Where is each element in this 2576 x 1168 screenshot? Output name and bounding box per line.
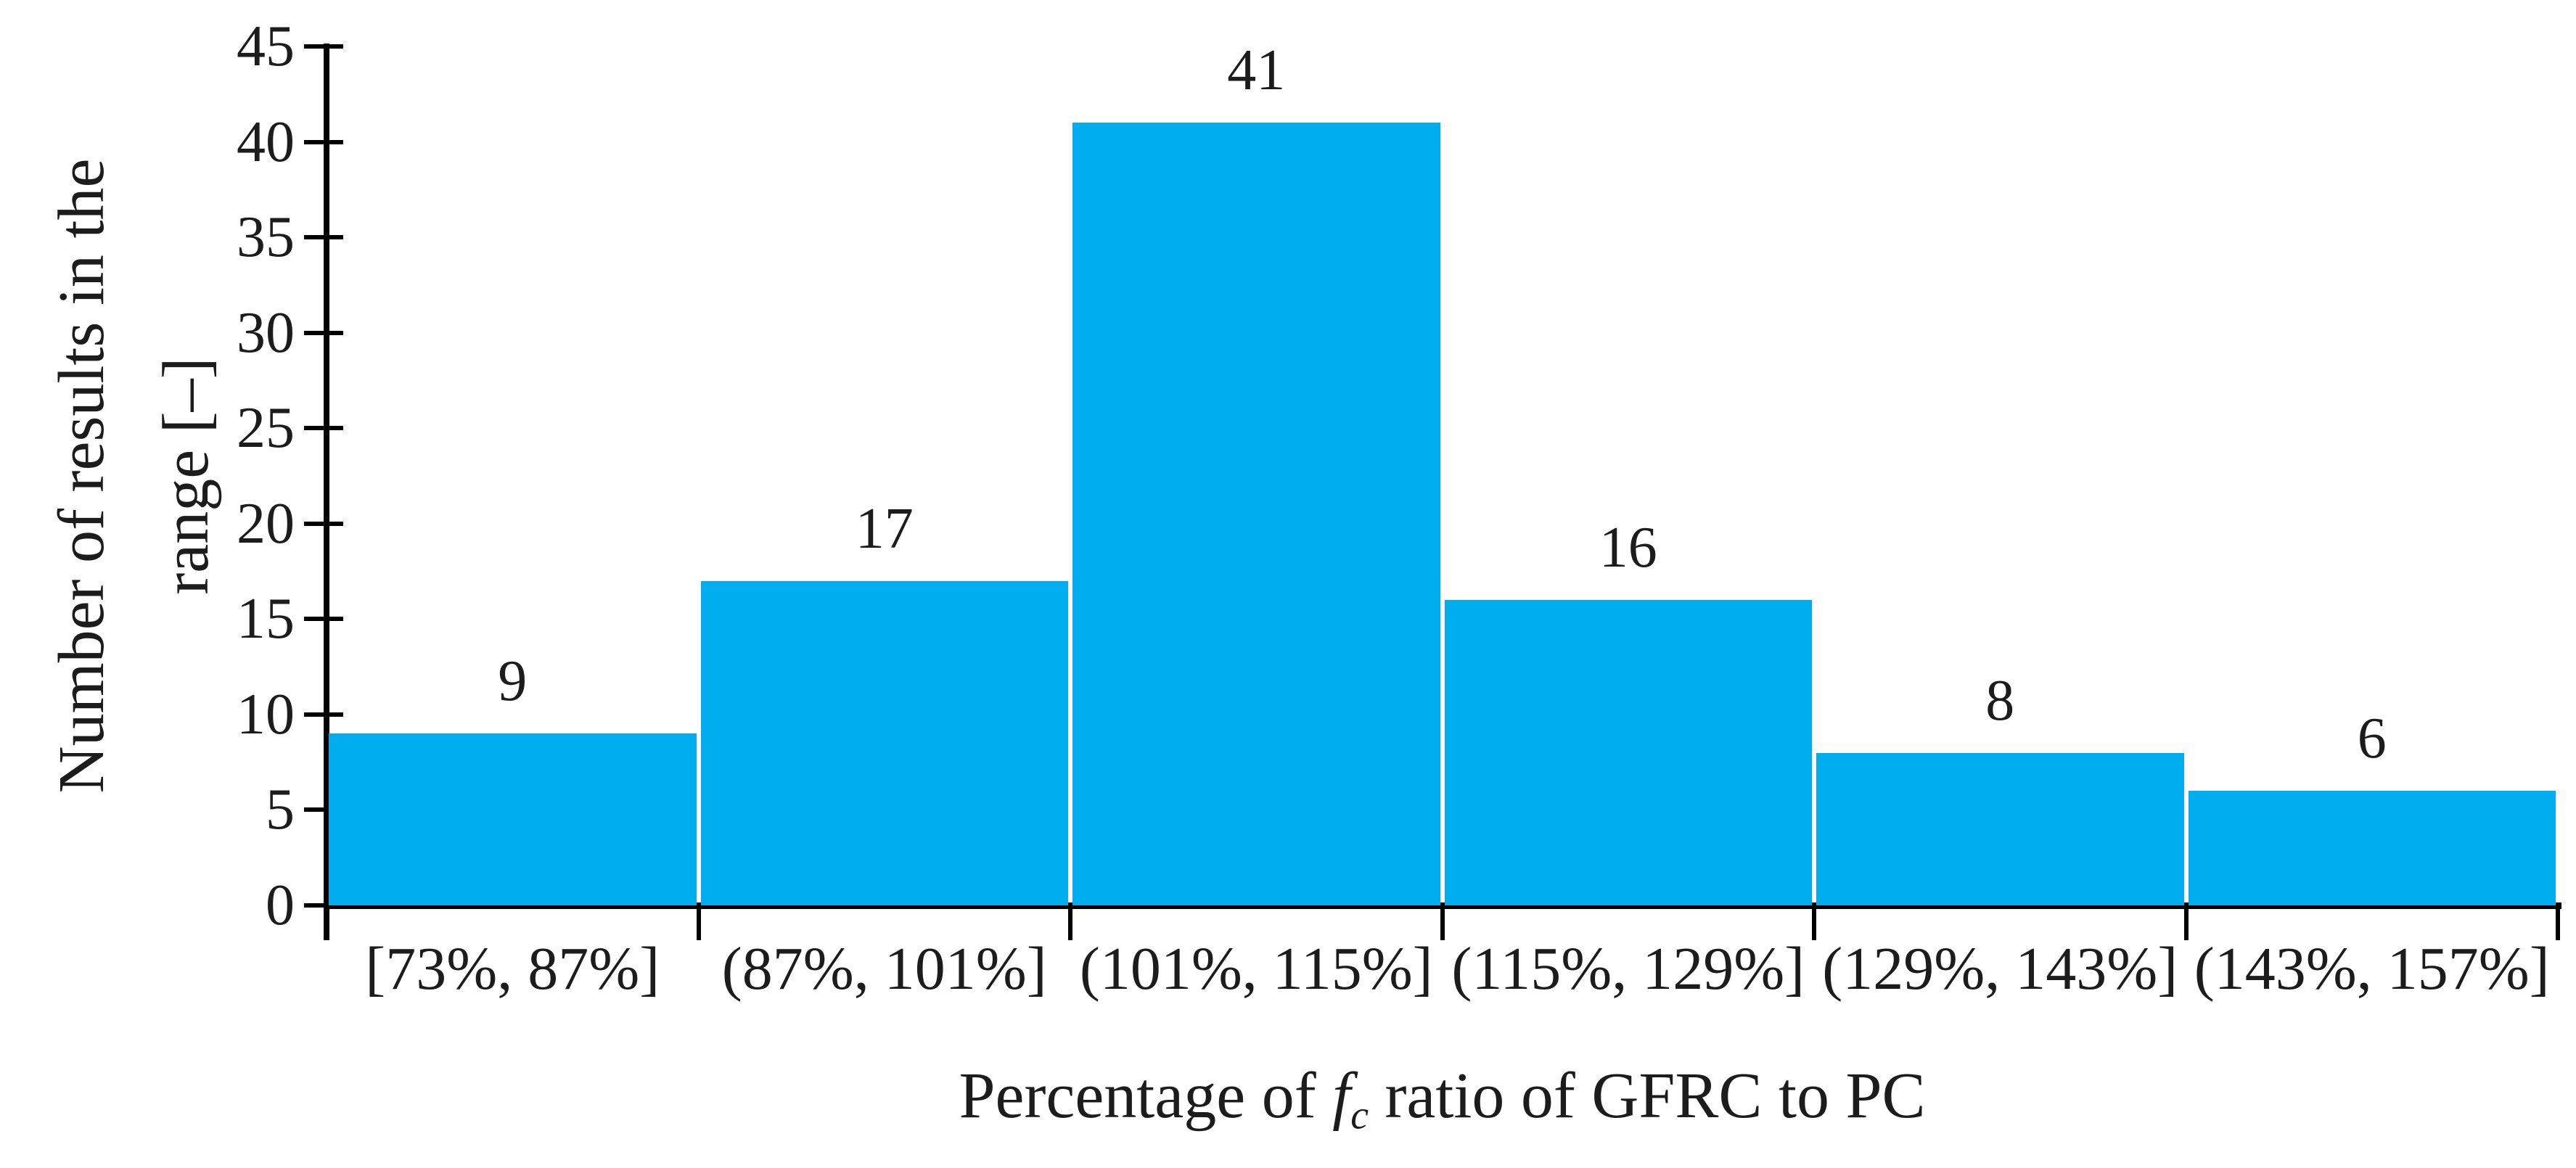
bar bbox=[700, 580, 1068, 905]
x-axis-title: Percentage of fc ratio of GFRC to PC bbox=[327, 1064, 2558, 1148]
bar-value-label: 41 bbox=[1227, 38, 1286, 103]
y-axis-tick bbox=[304, 712, 343, 717]
y-axis-tick bbox=[304, 139, 343, 144]
x-axis-tick bbox=[1440, 905, 1445, 940]
y-axis-tick bbox=[304, 235, 343, 240]
bar bbox=[1444, 600, 1812, 905]
x-category-label: (143%, 157%] bbox=[2194, 935, 2550, 1003]
bar-value-label: 6 bbox=[2357, 707, 2387, 771]
fc-subscript: c bbox=[1350, 1093, 1369, 1138]
bar-value-label: 16 bbox=[1599, 516, 1657, 580]
y-axis-tick bbox=[304, 521, 343, 526]
y-axis-tick bbox=[304, 903, 343, 908]
y-axis-tick-label: 5 bbox=[266, 778, 295, 842]
x-axis-tick bbox=[1812, 905, 1816, 940]
bar bbox=[1072, 123, 1440, 905]
x-axis-tick bbox=[696, 905, 701, 940]
y-axis-line bbox=[324, 44, 329, 940]
bar-value-label: 17 bbox=[855, 496, 914, 561]
x-category-label: [73%, 87%] bbox=[365, 935, 660, 1003]
x-category-label: (101%, 115%] bbox=[1079, 935, 1433, 1003]
x-axis-tick bbox=[2183, 905, 2189, 940]
y-axis-tick bbox=[304, 617, 343, 622]
y-axis-tick-label: 25 bbox=[237, 396, 295, 461]
y-axis-tick-label: 30 bbox=[237, 300, 295, 365]
y-axis-tick-label: 20 bbox=[237, 491, 295, 556]
y-axis-tick-label: 40 bbox=[237, 110, 295, 174]
bar bbox=[1816, 752, 2184, 905]
bar-value-label: 8 bbox=[1985, 668, 2015, 733]
y-axis-tick-label: 15 bbox=[237, 587, 295, 651]
y-axis-tick bbox=[304, 44, 343, 49]
x-category-label: (87%, 101%] bbox=[721, 935, 1047, 1003]
y-axis-tick-label: 0 bbox=[266, 873, 295, 937]
bar bbox=[329, 733, 697, 905]
y-axis-tick bbox=[304, 807, 343, 813]
x-axis-tick bbox=[2556, 905, 2560, 940]
y-axis-tick-label: 35 bbox=[237, 205, 295, 270]
x-category-label: (129%, 143%] bbox=[1822, 935, 2178, 1003]
x-axis-tick bbox=[1068, 905, 1072, 940]
x-category-label: (115%, 129%] bbox=[1451, 935, 1805, 1003]
y-axis-tick bbox=[304, 426, 343, 431]
x-axis-title-suffix: ratio of GFRC to PC bbox=[1368, 1060, 1926, 1132]
y-axis-tick-label: 45 bbox=[237, 15, 295, 78]
x-axis-title-prefix: Percentage of bbox=[959, 1060, 1333, 1132]
bar-value-label: 9 bbox=[498, 649, 528, 714]
y-axis-tick-label: 10 bbox=[237, 682, 295, 747]
y-axis-tick bbox=[304, 330, 343, 335]
bar bbox=[2188, 791, 2556, 905]
fc-symbol: f bbox=[1332, 1060, 1351, 1132]
